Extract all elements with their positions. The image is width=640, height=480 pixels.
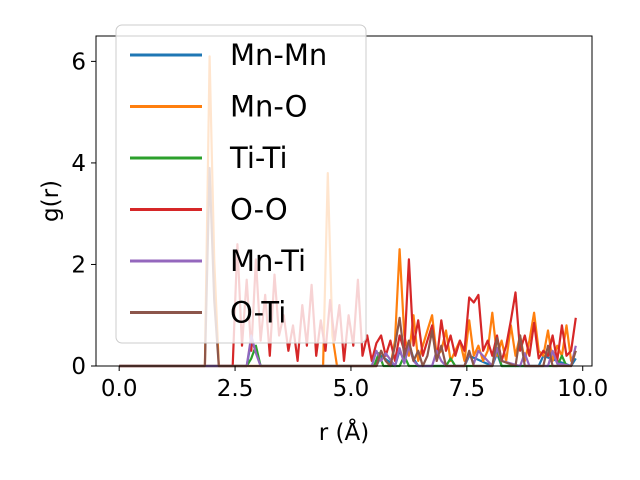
y-tick-label: 0 [71,354,86,380]
legend-box [115,24,367,344]
legend-label-o-o: O-O [230,193,288,227]
series-line-ti-ti [119,344,568,368]
legend: Mn-Mn Mn-O Ti-Ti O-O Mn-Ti O-Ti [115,24,367,344]
legend-label-mn-mn: Mn-Mn [230,38,327,72]
x-tick-label: 2.5 [217,376,254,402]
y-tick-label: 4 [71,151,86,177]
y-axis: 0 2 4 6 [71,49,96,380]
x-tick-label: 5.0 [333,376,370,402]
legend-label-mn-ti: Mn-Ti [230,244,306,278]
x-tick-label: 0.0 [101,376,138,402]
y-axis-label: g(r) [38,180,64,222]
legend-label-ti-ti: Ti-Ti [229,141,288,175]
x-tick-label: 7.5 [449,376,486,402]
y-tick-label: 6 [71,49,86,75]
series-line-o-ti [119,166,577,368]
legend-label-o-ti: O-Ti [230,296,286,330]
x-axis-label: r (Å) [319,418,369,446]
x-axis: 0.0 2.5 5.0 7.5 10.0 [101,366,608,402]
y-tick-label: 2 [71,252,86,278]
x-tick-label: 10.0 [557,376,608,402]
legend-label-mn-o: Mn-O [230,90,308,124]
